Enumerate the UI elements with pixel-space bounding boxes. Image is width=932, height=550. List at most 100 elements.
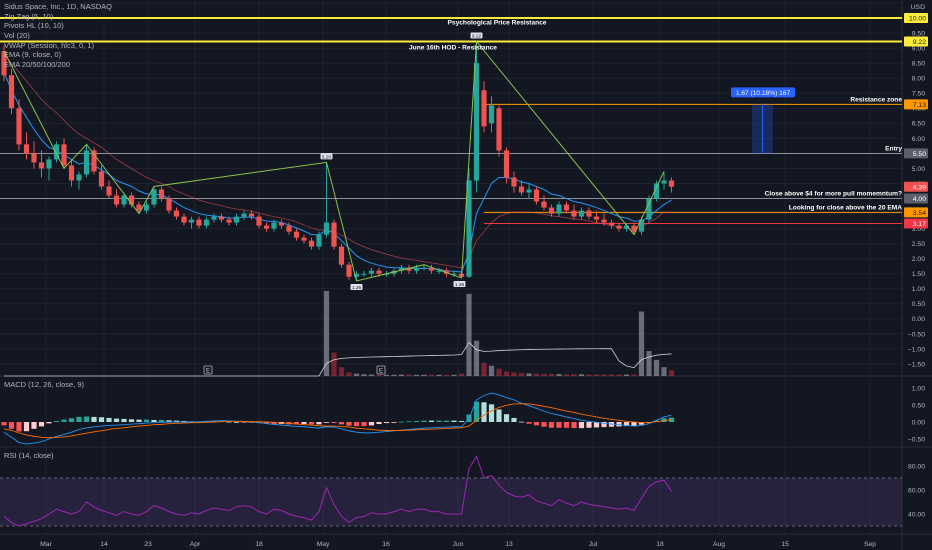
candle-body bbox=[413, 267, 420, 271]
legend-symbol[interactable]: Sidus Space, Inc., 1D, NASDAQ bbox=[4, 2, 112, 11]
candle-body bbox=[398, 267, 405, 271]
rsi-line bbox=[3, 455, 672, 527]
volume-bar bbox=[466, 293, 472, 376]
macd-hist-bar bbox=[346, 422, 352, 426]
macd-hist-bar bbox=[53, 420, 60, 422]
macd-hist-bar bbox=[601, 422, 607, 428]
volume-bar bbox=[616, 374, 622, 376]
zigzag-line bbox=[3, 40, 665, 282]
volume-bar bbox=[458, 373, 465, 376]
pivot-low-2: 1.36 bbox=[455, 282, 465, 288]
candle-body bbox=[151, 189, 157, 205]
time-tick-label: 18 bbox=[656, 541, 664, 548]
macd-hist-bar bbox=[61, 419, 67, 422]
macd-hist-bar bbox=[181, 420, 187, 422]
candle-body bbox=[293, 231, 300, 238]
macd-hist-bar bbox=[38, 422, 45, 427]
candle-body bbox=[241, 213, 247, 217]
volume-bar bbox=[511, 372, 517, 376]
volume-bar bbox=[646, 351, 652, 376]
rsi-legend[interactable]: RSI (14, close) bbox=[4, 451, 54, 460]
macd-hist-bar bbox=[586, 422, 592, 428]
pivot-low-2-bg bbox=[453, 280, 466, 287]
candle-body bbox=[218, 216, 225, 220]
volume-bar bbox=[638, 311, 645, 376]
volume-bar bbox=[368, 374, 375, 376]
volume-bar bbox=[548, 373, 555, 376]
candle-body bbox=[106, 186, 112, 196]
macd-hist-bar bbox=[631, 422, 637, 427]
volume-bar bbox=[443, 374, 450, 376]
candle-body bbox=[68, 165, 75, 181]
price-label: 3.54 bbox=[913, 210, 926, 217]
volume-bar bbox=[346, 372, 352, 376]
volume-bar bbox=[428, 374, 435, 376]
currency-label: USD bbox=[911, 4, 925, 11]
macd-hist-bar bbox=[31, 422, 37, 429]
earnings-marker bbox=[203, 365, 213, 375]
macd-hist-bar bbox=[578, 422, 585, 429]
rsi-tick-label: 60.00 bbox=[908, 487, 925, 494]
macd-hist-bar bbox=[406, 421, 412, 423]
candle-body bbox=[586, 210, 592, 217]
price-tick-label: 6.50 bbox=[912, 121, 925, 128]
macd-hist-bar bbox=[98, 417, 105, 422]
macd-hist-bar bbox=[473, 401, 480, 422]
macd-legend[interactable]: MACD (12, 26, close, 9) bbox=[4, 380, 85, 389]
volume-bar bbox=[481, 362, 487, 376]
time-tick-label: 14 bbox=[100, 541, 108, 548]
candle-body bbox=[196, 219, 202, 226]
macd-hist-bar bbox=[571, 422, 577, 429]
price-label-bg bbox=[904, 218, 928, 229]
earnings-marker bbox=[376, 365, 386, 375]
volume-ma-line bbox=[4, 341, 672, 377]
macd-hist-bar bbox=[83, 416, 90, 422]
volume-bar bbox=[323, 290, 330, 376]
candle-body bbox=[46, 159, 52, 169]
earnings-label: E bbox=[206, 369, 210, 375]
candle-body bbox=[421, 267, 427, 269]
macd-hist-bar bbox=[548, 422, 555, 428]
volume-bar bbox=[533, 373, 540, 376]
volume-bar bbox=[473, 340, 480, 376]
legend-indicator-ema9[interactable]: EMA (9, close, 0) bbox=[4, 50, 62, 60]
macd-hist-bar bbox=[638, 422, 645, 425]
volume-bar bbox=[593, 374, 600, 376]
candle-body bbox=[91, 150, 97, 172]
macd-hist-bar bbox=[391, 422, 397, 423]
volume-bar bbox=[451, 374, 457, 376]
macd-hist-bar bbox=[593, 422, 600, 428]
price-label: 10.00 bbox=[909, 16, 926, 23]
candle-body bbox=[181, 216, 187, 223]
macd-hist-bar bbox=[1, 422, 7, 426]
macd-hist-bar bbox=[443, 420, 450, 422]
time-tick-label: 13 bbox=[505, 541, 513, 548]
macd-hist-bar bbox=[376, 422, 382, 425]
volume-bar bbox=[488, 365, 495, 376]
candle-body bbox=[428, 267, 435, 271]
macd-hist-bar bbox=[398, 421, 405, 423]
candle-body bbox=[503, 150, 510, 178]
candle-body bbox=[436, 270, 442, 272]
candle-body bbox=[661, 180, 667, 184]
price-label-bg bbox=[904, 148, 928, 159]
candle-body bbox=[83, 150, 90, 175]
candle-body bbox=[496, 108, 502, 151]
time-tick-label: 15 bbox=[781, 541, 789, 548]
macd-hist-bar bbox=[263, 422, 270, 424]
legend-indicator-pivots[interactable]: Pivots HL (10, 10) bbox=[4, 21, 64, 31]
candle-body bbox=[263, 225, 270, 229]
candle-body bbox=[571, 210, 577, 217]
candle-body bbox=[278, 222, 285, 226]
legend-indicator-zigzag[interactable]: Zig Zag (5, 10) bbox=[4, 11, 54, 21]
macd-hist-bar bbox=[136, 419, 142, 422]
volume-bar bbox=[436, 374, 442, 376]
legend-indicator-ema-ribbon[interactable]: EMA 20/50/100/200 bbox=[4, 60, 70, 70]
candle-body bbox=[301, 237, 307, 241]
legend-indicator-vol[interactable]: Vol (20) bbox=[4, 31, 30, 41]
legend-indicator-vwap[interactable]: VWAP (Session, hlc3, 0, 1) bbox=[4, 40, 95, 50]
time-tick-label: Sep bbox=[864, 541, 876, 548]
